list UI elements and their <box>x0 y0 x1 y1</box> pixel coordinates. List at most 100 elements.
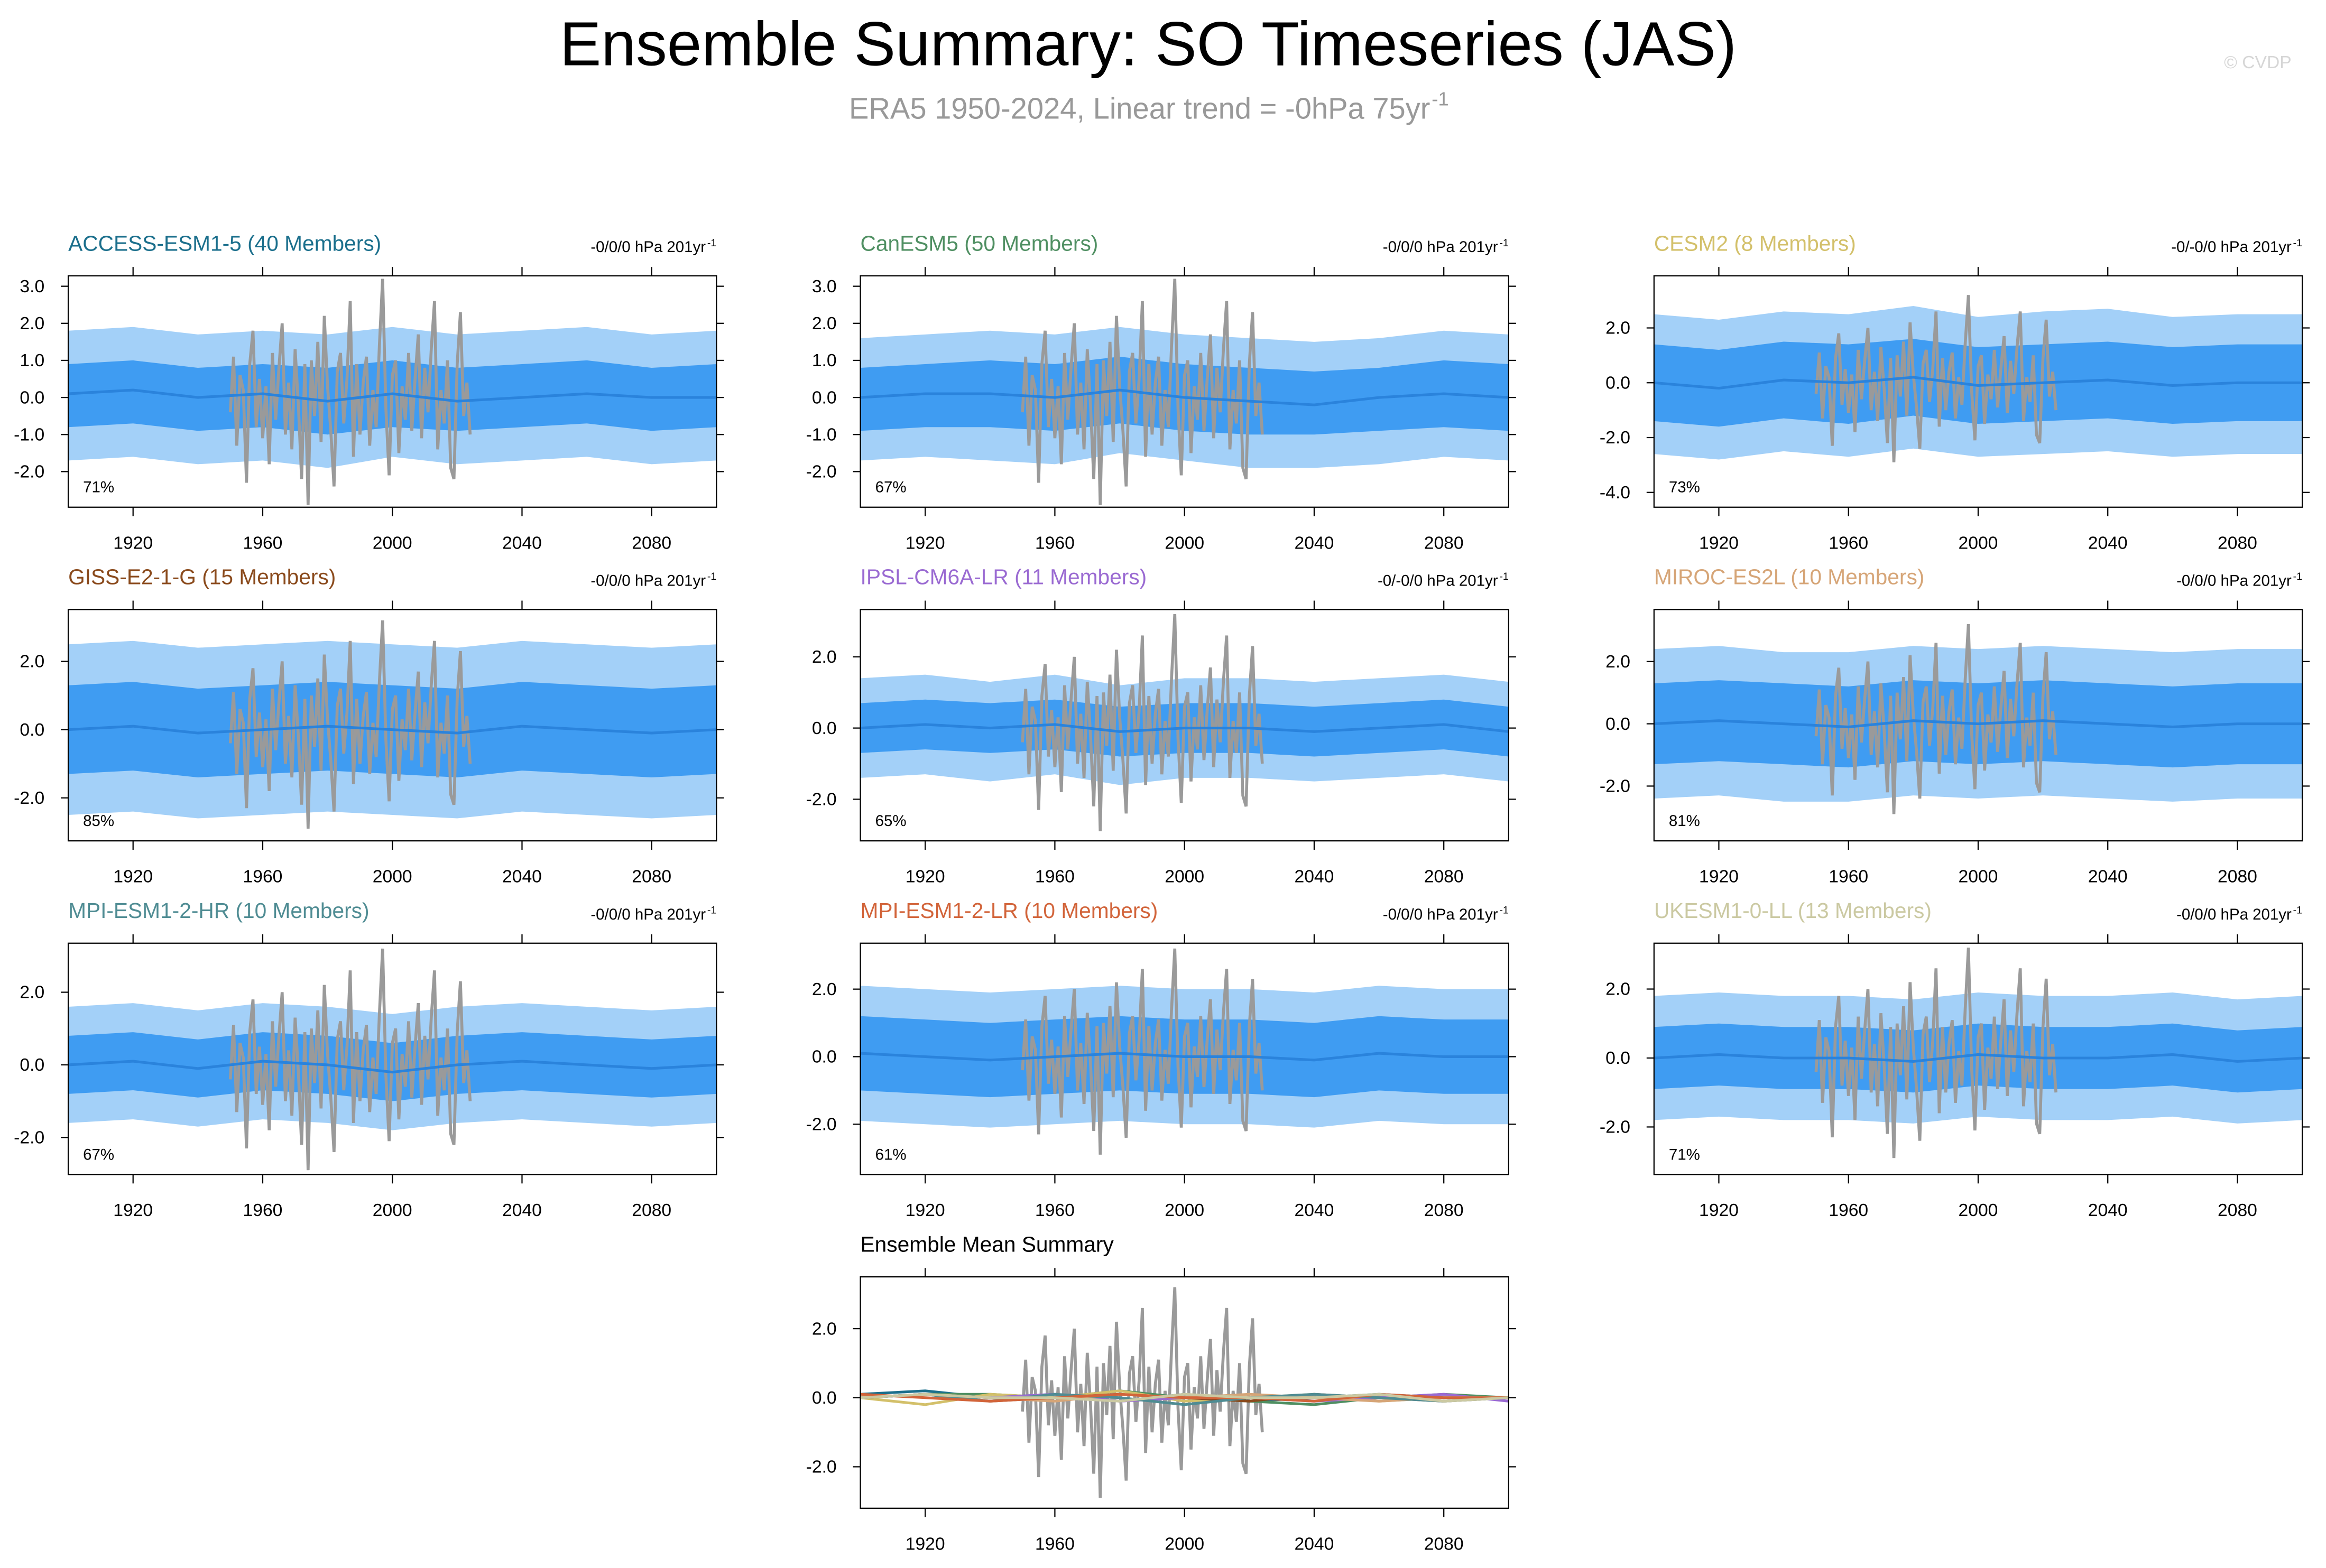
observed-line <box>1021 279 1264 505</box>
observed-line <box>1021 614 1264 831</box>
y-tick-label: -2.0 <box>806 462 837 482</box>
observed-line <box>1021 1287 1264 1498</box>
y-tick-label: 0.0 <box>20 388 44 407</box>
percent-label: 73% <box>1669 479 1700 496</box>
observed-line <box>228 279 472 505</box>
y-tick-label: -2.0 <box>806 1115 837 1134</box>
y-tick-label: 0.0 <box>1605 373 1630 393</box>
ensemble-mean-line <box>860 1052 1509 1062</box>
x-tick-label: 2040 <box>502 867 542 887</box>
x-tick-label: 2000 <box>1959 533 1998 553</box>
panel: IPSL-CM6A-LR (11 Members) -1-0/-0/0 hPa 2… <box>806 565 1516 887</box>
percent-label: 67% <box>875 479 907 496</box>
ensemble-mean-line <box>860 723 1509 733</box>
x-tick-label: 1920 <box>1699 1201 1739 1220</box>
model-mean-line <box>860 1393 1509 1403</box>
plot-area <box>68 279 717 505</box>
y-tick-label: 2.0 <box>20 314 44 333</box>
y-tick-label: 2.0 <box>812 980 837 999</box>
x-tick-label: 1920 <box>1699 533 1739 553</box>
ensemble-mean-line <box>860 388 1509 406</box>
y-tick-label: 2.0 <box>1605 652 1630 672</box>
ensemble-mean-line <box>1654 719 2303 728</box>
percent-label: 67% <box>83 1146 114 1163</box>
x-tick-label: 1920 <box>113 867 153 887</box>
x-tick-label: 2000 <box>1959 867 1998 887</box>
y-tick-label: 0.0 <box>812 719 837 738</box>
x-tick-label: 2080 <box>2218 867 2257 887</box>
y-tick-label: -1.0 <box>14 425 44 444</box>
y-tick-label: 0.0 <box>1605 715 1630 734</box>
y-tick-label: 0.0 <box>1605 1049 1630 1068</box>
panel-title: MPI-ESM1-2-LR (10 Members) <box>861 898 1158 923</box>
x-tick-label: 2040 <box>1295 1201 1334 1220</box>
trend-superscript: -1 <box>1499 905 1508 916</box>
percent-label: 85% <box>83 812 114 830</box>
x-tick-label: 1920 <box>906 867 945 887</box>
panel-title: MPI-ESM1-2-HR (10 Members) <box>68 898 370 923</box>
x-tick-label: 2040 <box>1295 533 1334 553</box>
y-tick-label: -4.0 <box>1600 483 1630 503</box>
x-tick-label: 2040 <box>1295 1534 1334 1554</box>
percent-label: 71% <box>1669 1146 1700 1163</box>
trend-label: -0/0/0 hPa 201yr <box>1383 238 1498 256</box>
panel: MPI-ESM1-2-LR (10 Members) -1-0/0/0 hPa 2… <box>806 898 1516 1220</box>
y-tick-label: 1.0 <box>20 351 44 370</box>
x-tick-label: 1960 <box>1035 867 1075 887</box>
x-tick-label: 1920 <box>113 1201 153 1220</box>
x-tick-label: 2080 <box>632 867 671 887</box>
plot-area <box>860 948 1509 1155</box>
subtitle-superscript: -1 <box>1432 88 1448 109</box>
y-tick-label: 0.0 <box>812 1388 837 1408</box>
y-tick-label: -2.0 <box>14 462 44 482</box>
panel: CESM2 (8 Members) -1-0/-0/0 hPa 201yr 73% 2… <box>1600 231 2310 553</box>
y-tick-label: -2.0 <box>1600 777 1630 796</box>
panel-title: ACCESS-ESM1-5 (40 Members) <box>68 231 381 255</box>
x-tick-label: 2040 <box>2088 1201 2128 1220</box>
y-tick-label: 2.0 <box>812 314 837 333</box>
trend-superscript: -1 <box>1499 237 1508 249</box>
y-tick-label: 2.0 <box>812 1319 837 1339</box>
x-tick-label: 1920 <box>906 1534 945 1554</box>
panel-title: CESM2 (8 Members) <box>1654 231 1856 255</box>
x-tick-label: 1960 <box>1829 867 1868 887</box>
percent-label: 71% <box>83 479 114 496</box>
panel: ACCESS-ESM1-5 (40 Members) -1-0/0/0 hPa 2… <box>14 231 724 553</box>
x-tick-label: 1960 <box>1035 1201 1075 1220</box>
figure-title: Ensemble Summary: SO Timeseries (JAS) <box>560 9 1737 79</box>
observed-line <box>228 620 472 829</box>
x-tick-label: 2000 <box>1165 1534 1204 1554</box>
panel: Ensemble Mean Summary 2.0 0.0 -2.0 1920 1960 2… <box>806 1232 1516 1554</box>
panel-title: MIROC-ES2L (10 Members) <box>1654 565 1925 589</box>
percent-label: 65% <box>875 812 907 830</box>
plot-area <box>68 620 717 829</box>
y-tick-label: 1.0 <box>812 351 837 370</box>
trend-superscript: -1 <box>1499 571 1508 582</box>
panel: MIROC-ES2L (10 Members) -1-0/0/0 hPa 201y… <box>1600 565 2310 887</box>
y-tick-label: -2.0 <box>806 1458 837 1477</box>
observed-line <box>1814 624 2057 814</box>
trend-label: -0/-0/0 hPa 201yr <box>2171 238 2292 256</box>
y-tick-label: -2.0 <box>1600 1118 1630 1137</box>
trend-superscript: -1 <box>2293 571 2302 582</box>
panel-title: IPSL-CM6A-LR (11 Members) <box>861 565 1147 589</box>
x-tick-label: 2080 <box>2218 533 2257 553</box>
plot-area <box>1654 295 2303 462</box>
x-tick-label: 1960 <box>1829 533 1868 553</box>
x-tick-label: 2000 <box>373 867 412 887</box>
x-tick-label: 2080 <box>1424 1534 1464 1554</box>
y-tick-label: 2.0 <box>1605 980 1630 999</box>
y-tick-label: 0.0 <box>812 1047 837 1067</box>
x-tick-label: 2040 <box>502 1201 542 1220</box>
y-tick-label: 2.0 <box>1605 319 1630 338</box>
ensemble-mean-line <box>68 1060 717 1074</box>
x-tick-label: 1920 <box>113 533 153 553</box>
subtitle: ERA5 1950-2024, Linear trend = -0hPa 75y… <box>849 92 1430 125</box>
y-tick-label: 3.0 <box>20 277 44 296</box>
x-tick-label: 2000 <box>1165 533 1204 553</box>
x-tick-label: 2000 <box>373 1201 412 1220</box>
x-tick-label: 2080 <box>1424 867 1464 887</box>
x-tick-label: 1960 <box>1035 1534 1075 1554</box>
